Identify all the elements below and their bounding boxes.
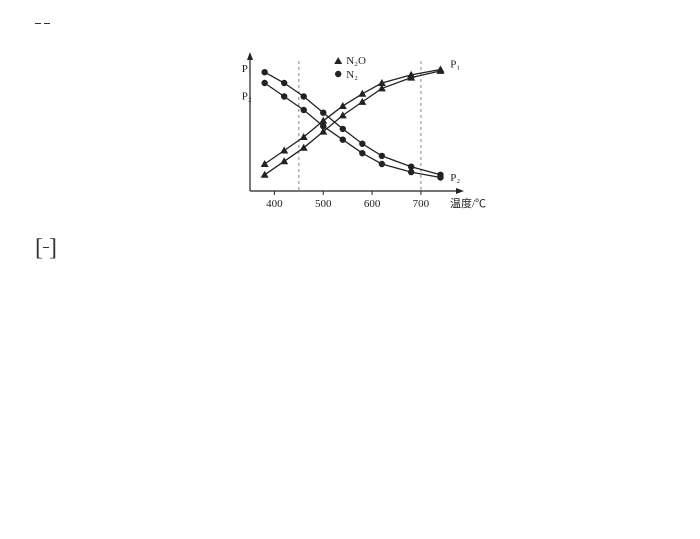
svg-text:P₂: P₂ — [450, 172, 460, 184]
svg-text:600: 600 — [364, 198, 381, 210]
option-d: [ ] — [35, 236, 685, 262]
right-bracket-icon: ] — [49, 236, 57, 260]
svg-text:P₁: P₁ — [450, 58, 460, 70]
svg-text:P₁: P₁ — [242, 63, 252, 75]
frac2-num — [44, 23, 50, 24]
frac1-num — [35, 23, 41, 24]
svg-text:N₂: N₂ — [346, 69, 358, 81]
svg-text:N₂O: N₂O — [346, 55, 366, 67]
option-d-frac: [ ] — [35, 236, 57, 260]
svg-text:400: 400 — [266, 198, 283, 210]
selectivity-chart: 400 500 600 700 温度/℃ N₂O N₂ P₁ P₂ P₁ P₂ — [210, 41, 490, 221]
svg-text:500: 500 — [315, 198, 332, 210]
chart-container: 400 500 600 700 温度/℃ N₂O N₂ P₁ P₂ P₁ P₂ — [15, 41, 685, 228]
selectivity-line-1 — [15, 12, 685, 33]
selectivity-frac-2 — [44, 23, 50, 24]
svg-text:700: 700 — [413, 198, 430, 210]
question-13: 400 500 600 700 温度/℃ N₂O N₂ P₁ P₂ P₁ P₂ [ ] — [15, 12, 685, 261]
svg-text:P₂: P₂ — [242, 90, 252, 102]
svg-text:温度/℃: 温度/℃ — [450, 196, 486, 210]
options: [ ] — [15, 236, 685, 262]
selectivity-frac-1 — [35, 23, 41, 24]
left-bracket-icon: [ — [35, 236, 43, 260]
